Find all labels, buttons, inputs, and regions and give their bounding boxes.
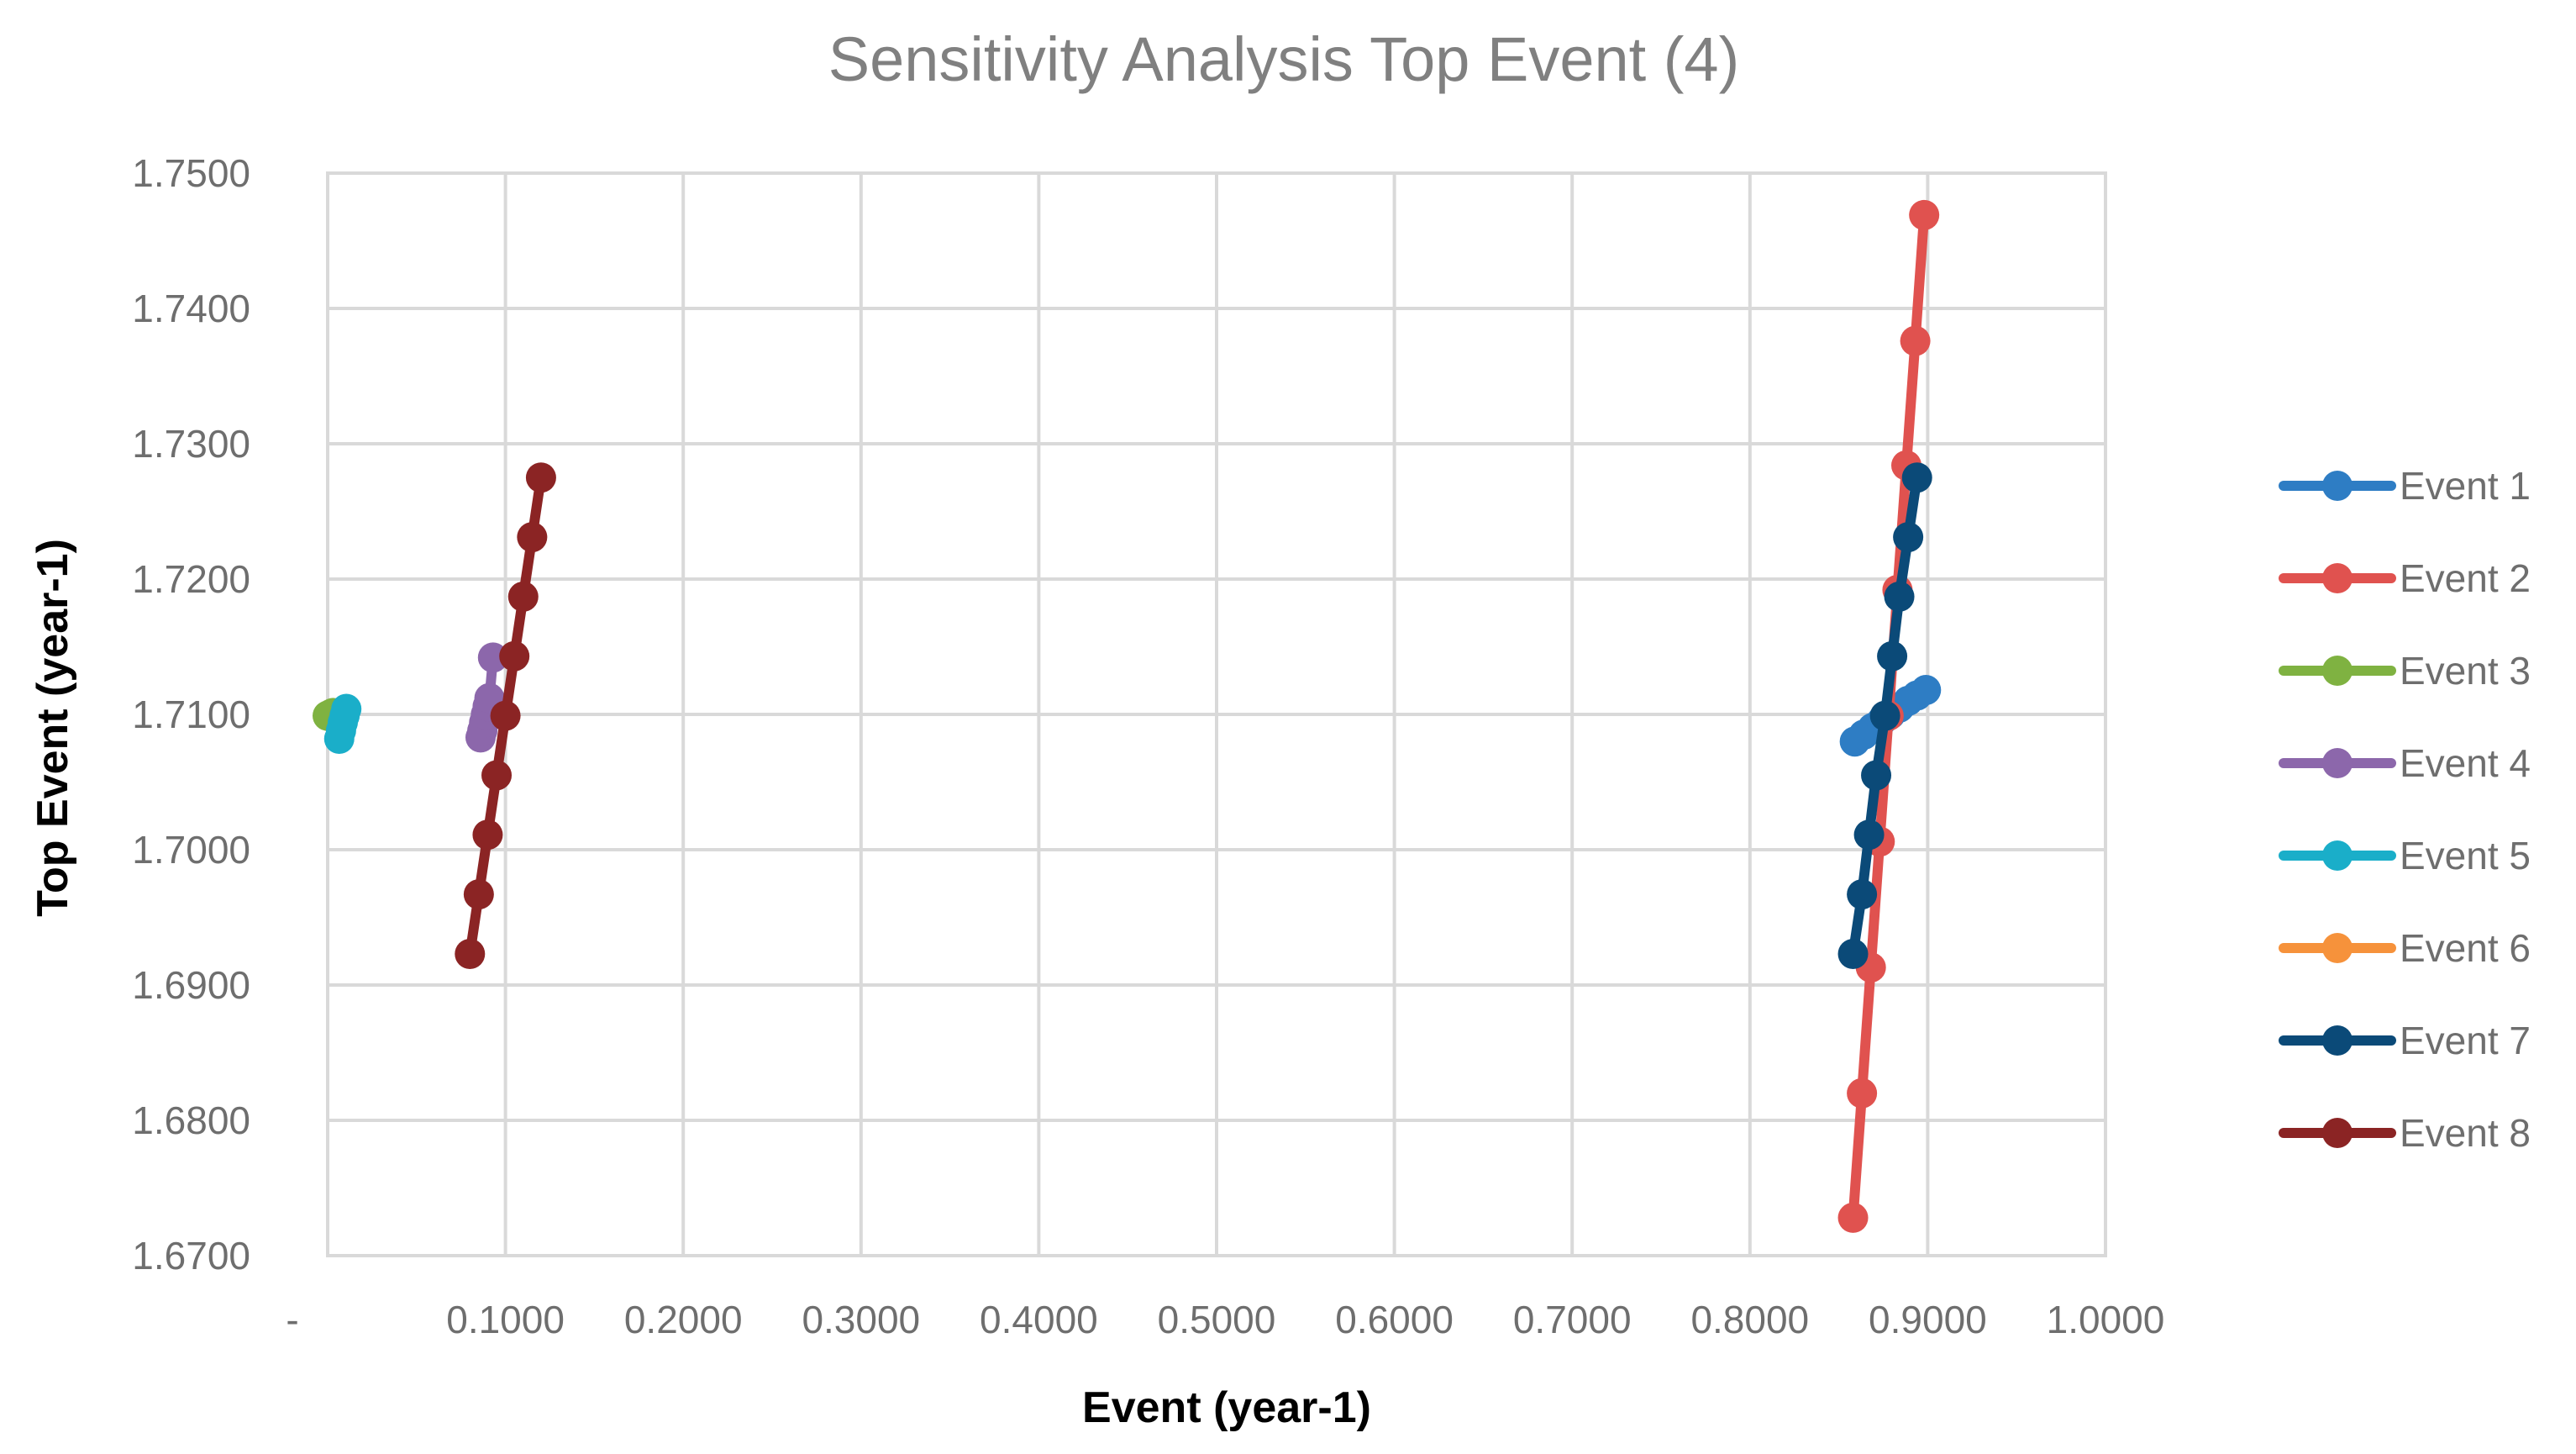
data-point	[472, 819, 503, 851]
data-point	[1900, 325, 1931, 356]
data-point	[455, 938, 486, 969]
x-tick-label: 1.0000	[2047, 1298, 2165, 1341]
data-point	[1847, 879, 1878, 910]
legend-marker	[2322, 933, 2353, 963]
x-tick-label: 0.8000	[1690, 1298, 1809, 1341]
legend-label: Event 2	[2400, 556, 2531, 600]
x-tick-label: 0.2000	[624, 1298, 743, 1341]
x-tick-label: 0.9000	[1869, 1298, 1987, 1341]
legend-item[interactable]: Event 8	[2279, 1111, 2531, 1155]
data-point	[463, 879, 494, 910]
y-tick-label: 1.7400	[132, 287, 250, 330]
series-layer	[313, 199, 1942, 1233]
x-tick-label: 0.1000	[446, 1298, 565, 1341]
y-tick-label: 1.6800	[132, 1098, 250, 1142]
x-axis-ticks: - 0.1000 0.2000 0.3000 0.4000 0.5000 0.6000 0.7…	[286, 1298, 2164, 1341]
legend-marker	[2322, 471, 2353, 501]
data-point	[331, 693, 362, 724]
series-5	[323, 693, 362, 754]
legend-item[interactable]: Event 2	[2279, 556, 2531, 600]
legend-marker	[2322, 1025, 2353, 1056]
y-tick-label: 1.6900	[132, 963, 250, 1007]
x-tick-label: 0.6000	[1335, 1298, 1454, 1341]
data-point	[499, 640, 530, 672]
legend-label: Event 6	[2400, 926, 2531, 970]
data-point	[507, 581, 539, 612]
legend-item[interactable]: Event 1	[2279, 464, 2531, 508]
x-axis-title: Event (year-1)	[1082, 1383, 1371, 1432]
data-point	[1853, 819, 1885, 851]
data-point	[1837, 938, 1869, 969]
data-point	[1837, 1202, 1869, 1233]
data-point	[517, 522, 548, 553]
y-axis-ticks: 1.6700 1.6800 1.6900 1.7000 1.7100 1.7200 1.73…	[132, 151, 250, 1278]
y-axis-title: Top Event (year-1)	[29, 539, 77, 917]
data-point	[481, 760, 513, 791]
data-point	[1847, 1077, 1878, 1109]
legend-label: Event 7	[2400, 1019, 2531, 1062]
legend-label: Event 4	[2400, 741, 2531, 785]
legend[interactable]: Event 1 Event 2 Event 3 Event 4 Event 5 Event…	[2279, 464, 2531, 1155]
data-point	[1911, 675, 1942, 706]
data-point	[1909, 199, 1940, 230]
y-tick-label: 1.7500	[132, 151, 250, 195]
data-point	[1861, 760, 1892, 791]
x-tick-label: -	[286, 1298, 298, 1341]
legend-label: Event 8	[2400, 1111, 2531, 1155]
legend-label: Event 3	[2400, 649, 2531, 693]
data-point	[490, 700, 521, 731]
legend-marker	[2322, 563, 2353, 593]
legend-label: Event 5	[2400, 834, 2531, 877]
legend-marker	[2322, 840, 2353, 871]
data-point	[525, 462, 556, 493]
y-tick-label: 1.7100	[132, 693, 250, 736]
legend-marker	[2322, 656, 2353, 686]
y-tick-label: 1.7300	[132, 422, 250, 466]
x-tick-label: 0.3000	[802, 1298, 920, 1341]
data-point	[1893, 522, 1924, 553]
data-point	[1869, 700, 1900, 731]
series-8	[455, 462, 556, 969]
x-tick-label: 0.7000	[1513, 1298, 1632, 1341]
legend-marker	[2322, 1118, 2353, 1148]
series-7	[1837, 462, 1932, 969]
legend-marker	[2322, 748, 2353, 778]
y-tick-label: 1.7000	[132, 828, 250, 872]
legend-item[interactable]: Event 7	[2279, 1019, 2531, 1062]
y-tick-label: 1.7200	[132, 557, 250, 601]
legend-item[interactable]: Event 6	[2279, 926, 2531, 970]
data-point	[1877, 640, 1908, 672]
legend-item[interactable]: Event 4	[2279, 741, 2531, 785]
grid	[326, 171, 2107, 1257]
data-point	[1884, 581, 1915, 612]
x-tick-label: 0.4000	[980, 1298, 1098, 1341]
data-point	[1901, 462, 1932, 493]
y-tick-label: 1.6700	[132, 1234, 250, 1278]
x-tick-label: 0.5000	[1158, 1298, 1276, 1341]
legend-label: Event 1	[2400, 464, 2531, 508]
chart-title: Sensitivity Analysis Top Event (4)	[828, 24, 1739, 94]
legend-item[interactable]: Event 5	[2279, 834, 2531, 877]
legend-item[interactable]: Event 3	[2279, 649, 2531, 693]
